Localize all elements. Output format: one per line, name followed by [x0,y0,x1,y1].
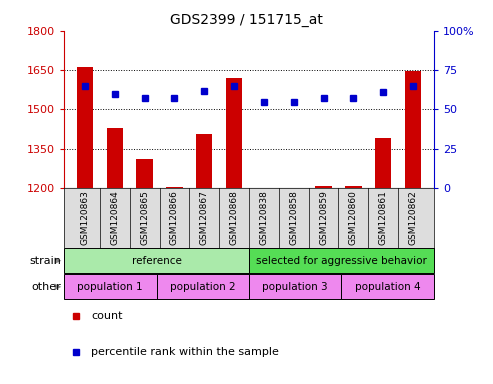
Text: reference: reference [132,256,181,266]
Bar [106,128,123,188]
Bar [196,134,212,188]
Text: GSM120868: GSM120868 [230,190,239,245]
Text: count: count [91,311,123,321]
Bar [226,78,242,188]
Text: GSM120865: GSM120865 [140,190,149,245]
Bar [166,187,182,188]
Bar [405,71,421,188]
Text: GSM120867: GSM120867 [200,190,209,245]
Bar [64,248,249,273]
Bar [77,68,93,188]
Text: population 3: population 3 [262,282,328,292]
Text: other: other [32,282,62,292]
Bar [316,185,332,188]
Text: selected for aggressive behavior: selected for aggressive behavior [256,256,427,266]
Text: GSM120838: GSM120838 [259,190,268,245]
Text: GDS2399 / 151715_at: GDS2399 / 151715_at [170,13,323,27]
Bar [345,185,361,188]
Bar [249,274,341,300]
Text: GSM120861: GSM120861 [379,190,387,245]
Text: GSM120859: GSM120859 [319,190,328,245]
Bar [341,274,434,300]
Text: population 4: population 4 [355,282,421,292]
Bar [157,274,249,300]
Text: percentile rank within the sample: percentile rank within the sample [91,347,279,357]
Bar [137,159,153,188]
Text: GSM120862: GSM120862 [409,190,418,245]
Text: GSM120864: GSM120864 [110,190,119,245]
Text: GSM120858: GSM120858 [289,190,298,245]
Text: population 1: population 1 [77,282,143,292]
Text: GSM120860: GSM120860 [349,190,358,245]
Bar [375,138,391,188]
Bar [64,274,157,300]
Bar [249,248,434,273]
Text: population 2: population 2 [170,282,236,292]
Text: GSM120863: GSM120863 [80,190,89,245]
Text: GSM120866: GSM120866 [170,190,179,245]
Text: strain: strain [30,256,62,266]
